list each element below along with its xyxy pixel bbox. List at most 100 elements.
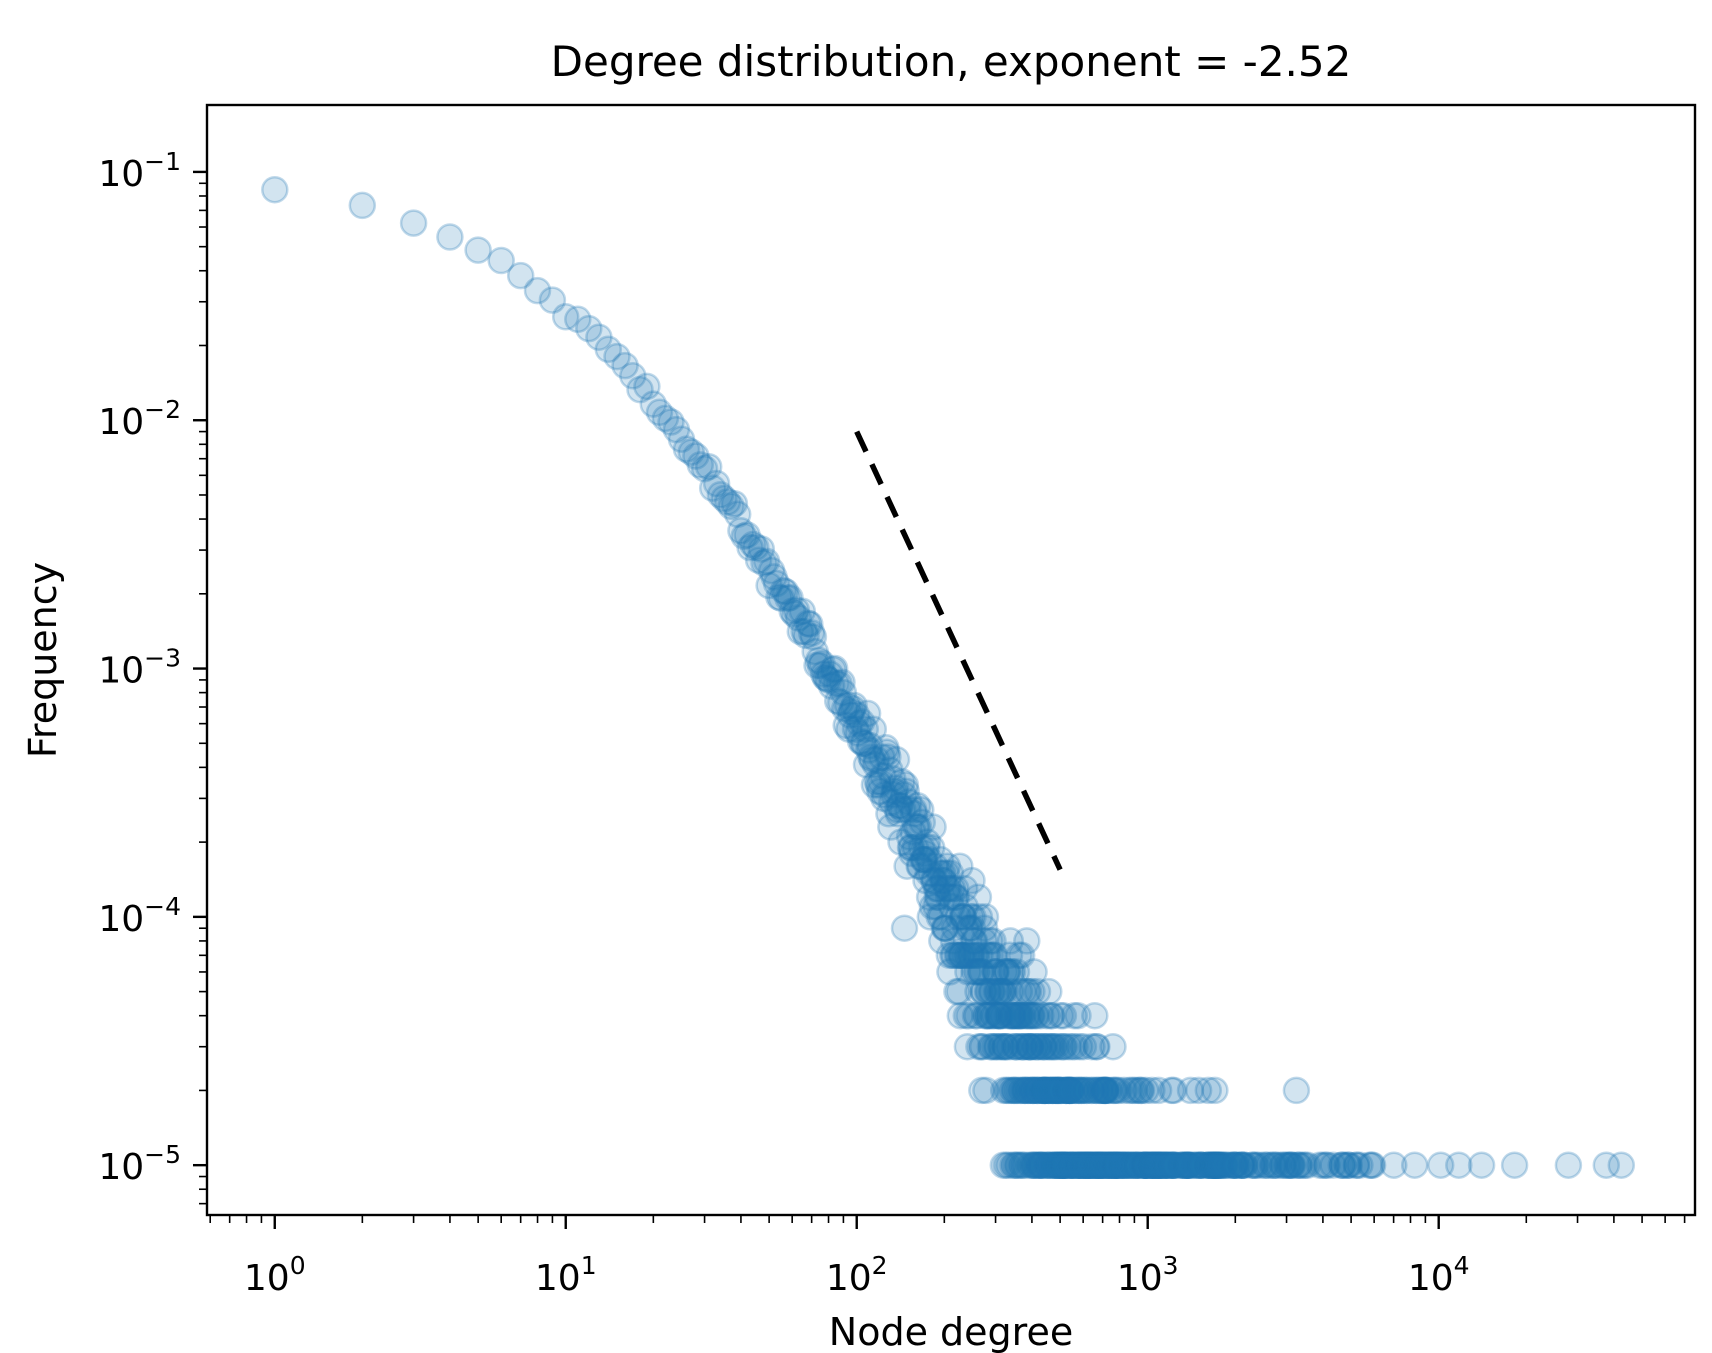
data-point	[890, 914, 919, 942]
data-point	[844, 719, 872, 747]
data-point	[1204, 1151, 1233, 1179]
data-point	[1185, 1151, 1213, 1179]
data-point	[1056, 1151, 1085, 1179]
data-point	[882, 745, 911, 774]
data-point	[837, 697, 866, 726]
data-point	[1131, 1151, 1159, 1179]
data-point	[1028, 1076, 1057, 1105]
data-point	[1128, 1151, 1157, 1179]
data-point	[990, 977, 1018, 1006]
data-point	[993, 958, 1022, 986]
data-point	[1069, 1151, 1098, 1179]
data-point	[888, 768, 916, 796]
data-point	[1051, 1151, 1080, 1179]
data-point	[1082, 1151, 1110, 1179]
data-point	[927, 903, 955, 931]
data-point	[1028, 1076, 1056, 1105]
data-point	[1139, 1151, 1167, 1179]
data-point	[1199, 1151, 1227, 1179]
data-point	[974, 941, 1002, 970]
data-point	[1072, 1151, 1101, 1179]
data-point	[1228, 1151, 1256, 1179]
data-point	[898, 839, 926, 868]
data-point	[1064, 1151, 1092, 1179]
data-point	[1145, 1151, 1173, 1179]
data-point	[1019, 1076, 1047, 1105]
data-point	[950, 941, 978, 970]
data-point	[1204, 1151, 1233, 1179]
data-point	[1187, 1151, 1215, 1179]
data-point	[1289, 1151, 1317, 1179]
data-point	[1051, 1151, 1079, 1179]
data-point	[1070, 1076, 1098, 1105]
data-point	[585, 323, 613, 351]
data-point	[1066, 1151, 1095, 1179]
data-point	[1012, 1001, 1041, 1030]
data-point	[747, 535, 776, 563]
data-point	[1070, 1151, 1098, 1179]
data-point	[1020, 1151, 1048, 1179]
data-point	[1073, 1076, 1101, 1105]
data-point	[971, 903, 1000, 931]
data-point	[1055, 1076, 1084, 1105]
data-point	[1013, 977, 1041, 1006]
data-point	[464, 236, 492, 264]
data-point	[1011, 1076, 1040, 1105]
data-point	[1016, 1076, 1045, 1105]
data-point	[864, 771, 893, 799]
data-point	[1199, 1151, 1227, 1179]
data-point	[1083, 1151, 1111, 1179]
data-point	[1312, 1151, 1340, 1179]
data-point	[995, 941, 1024, 970]
data-point	[866, 777, 894, 806]
data-point	[997, 1001, 1026, 1030]
data-point	[1111, 1151, 1139, 1179]
data-point	[948, 941, 976, 970]
data-point	[1005, 1001, 1034, 1030]
data-point	[941, 883, 969, 911]
data-point	[1467, 1151, 1496, 1179]
data-point	[1088, 1076, 1117, 1105]
data-point	[710, 484, 738, 513]
data-point	[1241, 1151, 1269, 1179]
data-point	[887, 828, 915, 856]
data-point	[1380, 1151, 1408, 1179]
data-point	[828, 668, 856, 697]
data-point	[1023, 1076, 1051, 1105]
data-point	[730, 522, 758, 551]
data-point	[1268, 1151, 1297, 1179]
data-point	[974, 977, 1003, 1006]
data-point	[1245, 1151, 1274, 1179]
data-point	[1046, 1076, 1074, 1105]
data-point	[1004, 1001, 1033, 1030]
data-point	[1274, 1151, 1302, 1179]
data-point	[1173, 1151, 1201, 1179]
data-point	[1053, 1151, 1082, 1179]
data-point	[905, 852, 933, 880]
data-point	[862, 745, 891, 774]
data-point	[1220, 1151, 1248, 1179]
data-point	[1319, 1151, 1347, 1179]
data-point	[713, 488, 742, 516]
data-point	[988, 977, 1016, 1006]
data-point	[1171, 1151, 1199, 1179]
data-point	[1070, 1151, 1099, 1179]
data-point	[1061, 1151, 1090, 1179]
power-law-guide-line	[854, 430, 1063, 871]
data-point	[784, 604, 813, 632]
data-point	[954, 941, 983, 970]
data-point	[1061, 1076, 1089, 1105]
data-point	[1079, 1151, 1107, 1179]
data-point	[984, 1001, 1013, 1030]
data-point	[950, 874, 979, 903]
data-point	[1242, 1151, 1270, 1179]
data-point	[1089, 1151, 1117, 1179]
data-point	[1015, 1001, 1044, 1030]
data-point	[883, 795, 912, 824]
data-point	[1136, 1151, 1164, 1179]
data-point	[879, 764, 907, 793]
data-point	[1358, 1151, 1387, 1179]
data-point	[1011, 1076, 1039, 1105]
data-point	[1080, 1151, 1109, 1179]
data-point	[1093, 1151, 1121, 1179]
